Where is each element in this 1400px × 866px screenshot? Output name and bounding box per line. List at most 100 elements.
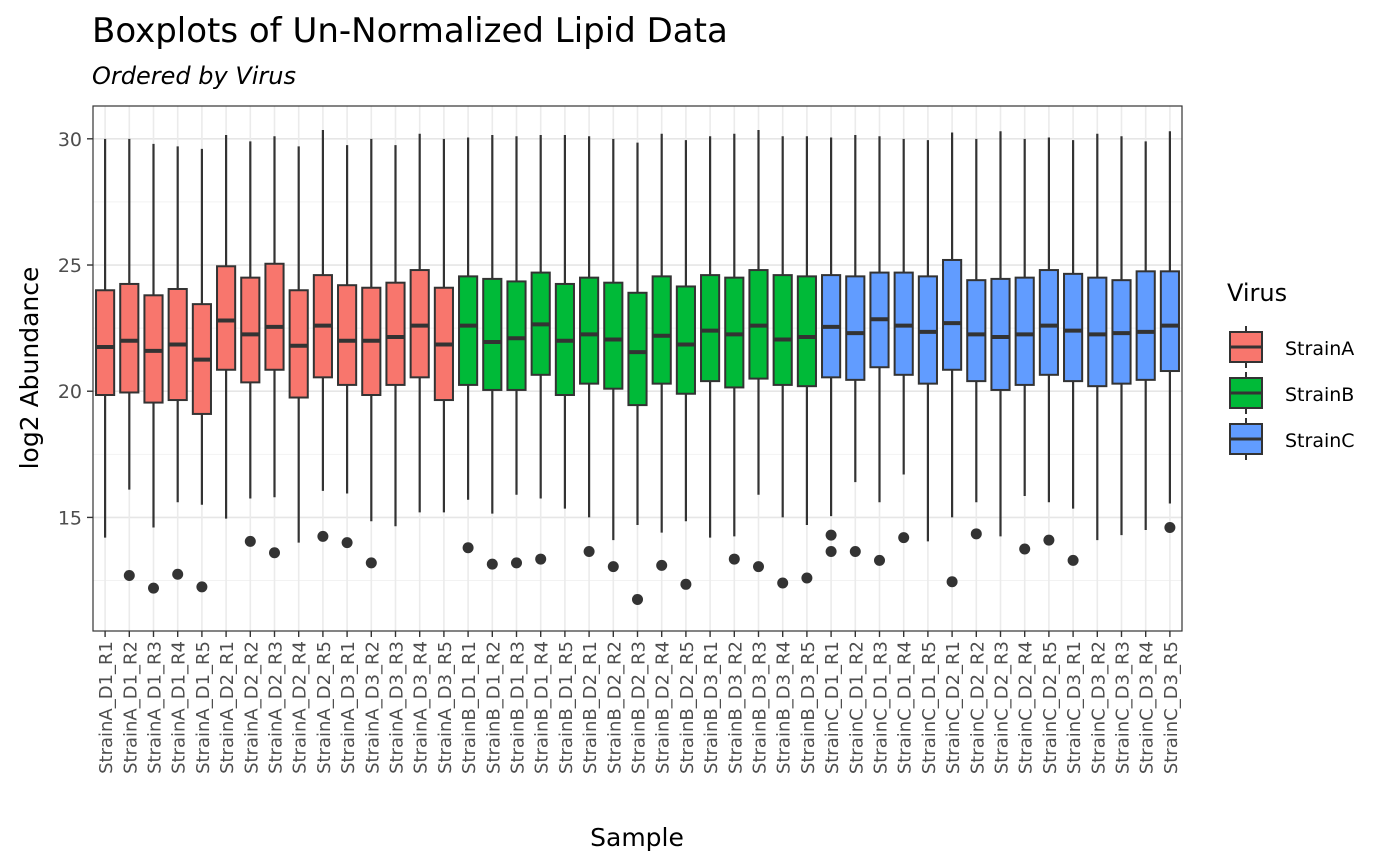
iqr-box bbox=[1014, 276, 1035, 386]
x-tick-label: StrainA_D3_R1 bbox=[338, 641, 359, 774]
outlier-point bbox=[1067, 554, 1079, 566]
outlier-point bbox=[632, 593, 643, 605]
sample-box bbox=[1063, 140, 1084, 566]
outlier-point bbox=[486, 558, 498, 570]
sample-box bbox=[1014, 138, 1035, 555]
x-tick-label: StrainA_D3_R3 bbox=[387, 641, 408, 774]
sample-box bbox=[554, 135, 575, 509]
chart-title: Boxplots of Un-Normalized Lipid Data bbox=[92, 11, 728, 51]
outlier-point bbox=[825, 529, 837, 541]
iqr-box bbox=[482, 277, 503, 391]
iqr-box bbox=[385, 281, 406, 386]
sample-box bbox=[845, 135, 866, 557]
outlier-point bbox=[535, 553, 547, 565]
sample-box bbox=[119, 138, 140, 581]
x-tick-label: StrainA_D2_R2 bbox=[241, 641, 262, 774]
sample-box bbox=[167, 146, 188, 580]
iqr-box bbox=[1038, 269, 1059, 376]
outlier-point bbox=[172, 568, 184, 580]
sample-box bbox=[433, 138, 454, 513]
legend-item: StrainB bbox=[1229, 372, 1354, 414]
iqr-box bbox=[458, 275, 479, 386]
outlier-point bbox=[269, 547, 280, 559]
sample-box bbox=[482, 135, 503, 570]
x-tick-label: StrainB_D2_R1 bbox=[580, 641, 601, 774]
y-axis-title: log2 Abundance bbox=[15, 267, 44, 470]
x-tick-label: StrainB_D2_R3 bbox=[629, 641, 650, 774]
legend-item: StrainA bbox=[1229, 326, 1354, 368]
x-tick-label: StrainA_D2_R1 bbox=[217, 641, 238, 774]
sample-box bbox=[143, 143, 164, 594]
x-tick-label: StrainB_D1_R5 bbox=[556, 641, 577, 774]
sample-box bbox=[361, 138, 382, 569]
x-tick-label: StrainB_D2_R4 bbox=[653, 641, 674, 774]
outlier-point bbox=[777, 577, 789, 589]
sample-box bbox=[748, 129, 769, 573]
sample-box bbox=[506, 136, 527, 569]
outlier-point bbox=[680, 578, 692, 590]
iqr-box bbox=[240, 276, 261, 384]
iqr-box bbox=[942, 258, 963, 371]
iqr-box bbox=[264, 262, 285, 371]
x-tick-label: StrainB_D3_R1 bbox=[701, 641, 722, 774]
sample-box bbox=[385, 145, 406, 527]
sample-box bbox=[917, 140, 938, 542]
x-tick-label: StrainC_D1_R5 bbox=[919, 641, 940, 774]
y-tick-label: 30 bbox=[58, 129, 82, 151]
x-tick-label: StrainA_D3_R5 bbox=[435, 641, 456, 774]
x-tick-label: StrainA_D1_R4 bbox=[169, 641, 190, 774]
iqr-box bbox=[1063, 272, 1084, 383]
outlier-point bbox=[728, 553, 740, 565]
outlier-point bbox=[946, 576, 958, 588]
x-tick-label: StrainA_D1_R3 bbox=[145, 641, 166, 774]
legend-label: StrainC bbox=[1285, 430, 1355, 452]
x-tick-label: StrainC_D2_R2 bbox=[967, 641, 988, 774]
sample-box bbox=[1038, 137, 1059, 546]
outlier-point bbox=[1043, 534, 1055, 546]
outlier-point bbox=[898, 532, 910, 544]
sample-box bbox=[700, 136, 721, 538]
x-tick-label: StrainA_D3_R2 bbox=[362, 641, 383, 774]
sample-box bbox=[579, 136, 600, 557]
sample-box bbox=[409, 133, 430, 513]
y-tick-label: 25 bbox=[58, 255, 82, 277]
x-tick-label: StrainA_D2_R3 bbox=[266, 641, 287, 774]
iqr-box bbox=[119, 282, 140, 394]
x-tick-label: StrainA_D1_R5 bbox=[193, 641, 214, 774]
iqr-box bbox=[675, 285, 696, 395]
x-tick-label: StrainA_D2_R5 bbox=[314, 641, 335, 774]
iqr-box bbox=[651, 275, 672, 385]
x-tick-label: StrainB_D1_R4 bbox=[532, 641, 553, 774]
sample-box bbox=[337, 145, 358, 549]
legend-label: StrainB bbox=[1285, 384, 1354, 406]
x-tick-label: StrainC_D1_R4 bbox=[895, 641, 916, 774]
outlier-point bbox=[341, 537, 353, 549]
sample-box bbox=[1135, 141, 1156, 531]
legend-title: Virus bbox=[1227, 279, 1287, 307]
sample-box bbox=[1159, 131, 1180, 534]
y-tick-label: 20 bbox=[58, 381, 82, 403]
iqr-box bbox=[966, 279, 987, 383]
outlier-point bbox=[801, 572, 813, 584]
iqr-box bbox=[845, 275, 866, 381]
sample-box bbox=[530, 135, 551, 565]
outlier-point bbox=[656, 559, 668, 571]
x-tick-label: StrainC_D1_R2 bbox=[846, 641, 867, 774]
outlier-point bbox=[365, 557, 377, 569]
outlier-point bbox=[1164, 522, 1176, 534]
chart-subtitle: Ordered by Virus bbox=[92, 62, 296, 90]
iqr-box bbox=[1087, 276, 1108, 388]
x-tick-label: StrainC_D2_R1 bbox=[943, 641, 964, 774]
outlier-point bbox=[244, 535, 256, 547]
sample-box bbox=[966, 138, 987, 540]
sample-box bbox=[627, 142, 648, 605]
iqr-box bbox=[579, 276, 600, 385]
x-tick-label: StrainC_D3_R5 bbox=[1161, 641, 1182, 774]
sample-box bbox=[675, 140, 696, 590]
sample-box bbox=[288, 146, 309, 543]
outlier-point bbox=[970, 528, 982, 540]
iqr-box bbox=[337, 284, 358, 386]
sample-box bbox=[312, 129, 333, 542]
sample-box bbox=[724, 133, 745, 565]
